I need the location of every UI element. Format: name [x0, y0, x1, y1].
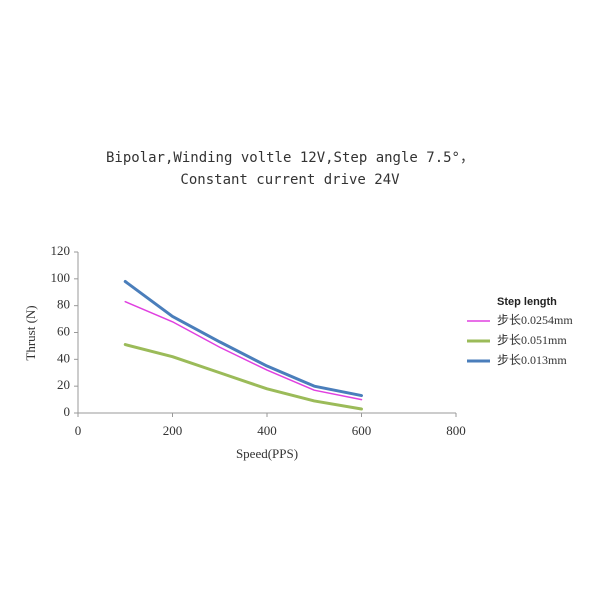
y-axis-label: Thrust (N) — [23, 305, 38, 360]
chart-title: Constant current drive 24V — [180, 172, 400, 188]
x-axis-label: Speed(PPS) — [236, 446, 298, 461]
x-tick-label: 800 — [446, 423, 466, 438]
legend-label: 步长0.013mm — [497, 353, 567, 367]
series-line — [123, 343, 363, 411]
x-tick-label: 0 — [75, 423, 82, 438]
y-tick-label: 100 — [51, 270, 71, 285]
legend-label: 步长0.051mm — [497, 333, 567, 347]
y-tick-label: 120 — [51, 243, 71, 258]
legend-title: Step length — [497, 296, 557, 308]
x-tick-label: 600 — [352, 423, 372, 438]
x-tick-label: 400 — [257, 423, 277, 438]
y-tick-label: 0 — [64, 404, 71, 419]
series-line — [123, 280, 363, 398]
y-tick-label: 40 — [57, 350, 70, 365]
y-tick-label: 60 — [57, 323, 70, 338]
x-tick-label: 200 — [163, 423, 183, 438]
y-tick-label: 80 — [57, 297, 70, 312]
y-tick-label: 20 — [57, 377, 70, 392]
chart-title: Bipolar,Winding voltle 12V,Step angle 7.… — [106, 150, 474, 166]
series-line — [124, 300, 363, 401]
legend-label: 步长0.0254mm — [497, 313, 573, 327]
